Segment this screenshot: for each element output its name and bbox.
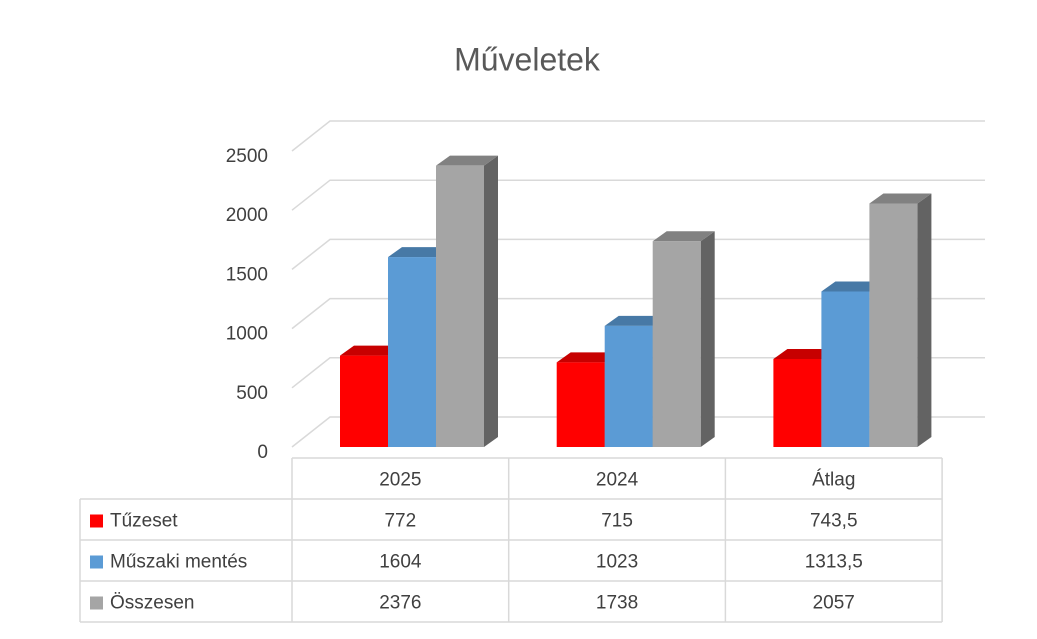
bar: [652, 241, 701, 447]
data-label: 715: [601, 511, 633, 532]
grid-line: [291, 238, 985, 270]
grid-line: [291, 179, 985, 211]
bar: [821, 291, 870, 447]
bar-top: [652, 231, 715, 242]
grid-line: [291, 297, 985, 330]
bar: [773, 358, 822, 447]
x-tick-label: 2025: [379, 470, 421, 491]
grid-line: [291, 357, 985, 389]
y-tick-label: 500: [236, 383, 268, 404]
data-label: 2057: [813, 593, 855, 614]
bar: [388, 257, 436, 447]
data-label: 1023: [596, 552, 638, 573]
bar: [340, 355, 388, 447]
bar-top: [773, 348, 836, 359]
bar-top: [556, 352, 619, 363]
bar-top: [340, 345, 402, 356]
grid-line: [291, 416, 985, 448]
legend-label: Tűzeset: [110, 511, 178, 532]
x-tick-label: 2024: [596, 470, 639, 491]
y-tick-label: 1000: [226, 324, 268, 345]
bar-top: [436, 155, 498, 166]
x-tick-label: Átlag: [812, 470, 855, 491]
data-label: 2376: [379, 593, 421, 614]
legend-label: Műszaki mentés: [110, 552, 247, 573]
data-label: 1313,5: [805, 552, 863, 573]
bar: [869, 203, 918, 447]
chart-title: Műveletek: [454, 41, 601, 77]
bar-side: [917, 193, 932, 447]
bar: [556, 362, 605, 447]
y-tick-label: 1500: [226, 264, 268, 285]
data-label: 1738: [596, 593, 638, 614]
legend-label: Összesen: [110, 593, 194, 614]
bar-top: [869, 193, 932, 204]
legend-swatch: [90, 514, 103, 528]
y-tick-label: 2500: [226, 146, 268, 167]
y-tick-label: 0: [257, 442, 268, 463]
legend-swatch: [90, 555, 103, 569]
grid-line: [291, 120, 985, 152]
bar-top: [821, 281, 884, 292]
bar: [436, 165, 484, 448]
data-label: 772: [384, 511, 416, 532]
bar-side: [700, 231, 715, 447]
y-tick-label: 2000: [226, 205, 268, 226]
bar-side: [484, 155, 498, 448]
bar: [604, 325, 653, 447]
data-label: 743,5: [810, 511, 858, 532]
data-label: 1604: [379, 552, 422, 573]
legend-swatch: [90, 596, 103, 610]
bar-top: [388, 247, 450, 258]
bar-top: [604, 315, 667, 326]
